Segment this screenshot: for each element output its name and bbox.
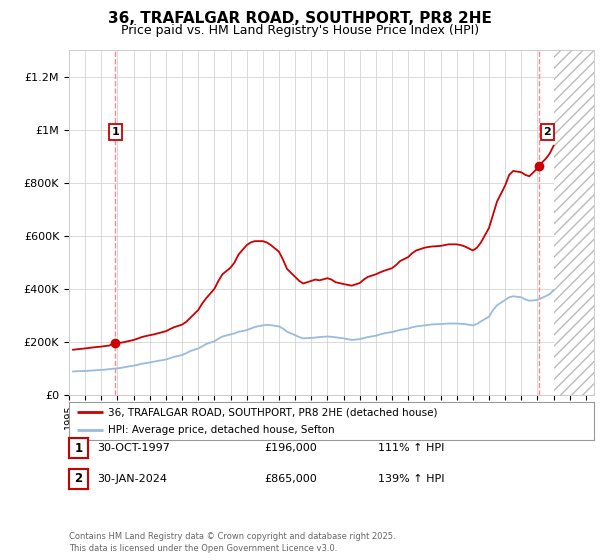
Text: 30-JAN-2024: 30-JAN-2024 — [97, 474, 167, 484]
Text: 36, TRAFALGAR ROAD, SOUTHPORT, PR8 2HE: 36, TRAFALGAR ROAD, SOUTHPORT, PR8 2HE — [108, 11, 492, 26]
Bar — [554, 50, 600, 395]
Text: £865,000: £865,000 — [264, 474, 317, 484]
Text: 139% ↑ HPI: 139% ↑ HPI — [378, 474, 445, 484]
Text: 1: 1 — [74, 441, 83, 455]
Text: HPI: Average price, detached house, Sefton: HPI: Average price, detached house, Seft… — [109, 425, 335, 435]
Text: Price paid vs. HM Land Registry's House Price Index (HPI): Price paid vs. HM Land Registry's House … — [121, 24, 479, 36]
Text: Contains HM Land Registry data © Crown copyright and database right 2025.
This d: Contains HM Land Registry data © Crown c… — [69, 533, 395, 553]
Text: 2: 2 — [74, 472, 83, 486]
Text: 36, TRAFALGAR ROAD, SOUTHPORT, PR8 2HE (detached house): 36, TRAFALGAR ROAD, SOUTHPORT, PR8 2HE (… — [109, 407, 438, 417]
Text: 30-OCT-1997: 30-OCT-1997 — [97, 443, 170, 453]
Text: 111% ↑ HPI: 111% ↑ HPI — [378, 443, 445, 453]
Text: 2: 2 — [544, 127, 551, 137]
Text: £196,000: £196,000 — [264, 443, 317, 453]
Text: 1: 1 — [112, 127, 119, 137]
